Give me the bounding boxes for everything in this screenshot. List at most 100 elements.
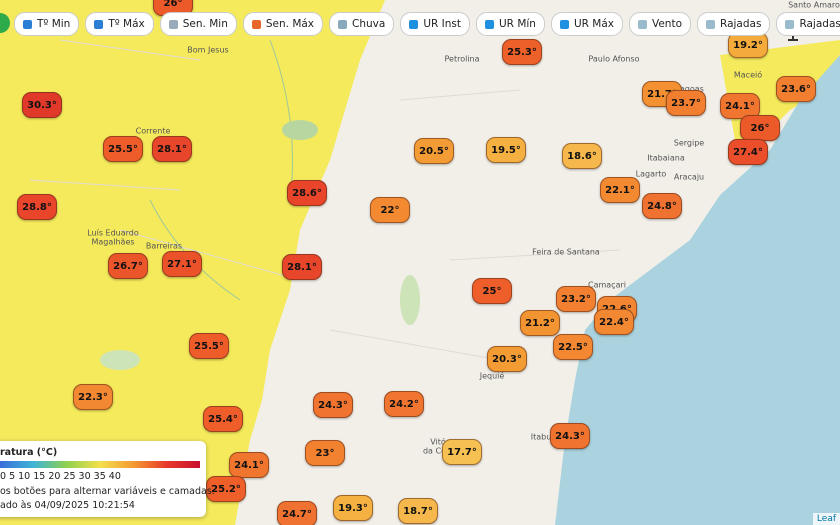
temperature-marker[interactable]: 23.2° — [556, 286, 596, 312]
green-area — [400, 275, 420, 325]
button-label: UR Máx — [573, 18, 614, 30]
button-label: Sen. Máx — [265, 18, 315, 30]
place-label: Barreiras — [145, 241, 183, 251]
scale-labels: 0 5 10 15 20 25 30 35 40 — [0, 471, 121, 482]
place-label: Lagarto — [635, 169, 667, 179]
place-label: Paulo Afonso — [588, 54, 640, 64]
toggle-button[interactable]: Chuva — [329, 12, 395, 36]
place-label: Magalhães — [91, 237, 135, 247]
ocean — [555, 55, 840, 525]
temperature-marker[interactable]: 24.3° — [313, 392, 353, 418]
place-label: Bom Jesus — [187, 45, 229, 55]
temperature-marker[interactable]: 19.3° — [333, 495, 373, 521]
button-label: Rajadas — [720, 18, 762, 30]
temperature-marker[interactable]: 24.8° — [642, 193, 682, 219]
button-icon — [409, 19, 419, 29]
button-label: UR Inst — [423, 18, 461, 30]
temperature-marker[interactable]: 24.1° — [229, 452, 269, 478]
button-icon — [559, 19, 569, 29]
toggle-button[interactable]: Rajadas Max — [776, 12, 840, 36]
toggle-button[interactable]: Tº Máx — [85, 12, 154, 36]
place-label: Aracaju — [673, 172, 705, 182]
temperature-marker[interactable]: 22° — [370, 197, 410, 223]
temperature-marker[interactable]: 25.5° — [189, 333, 229, 359]
temperature-marker[interactable]: 25.4° — [203, 406, 243, 432]
toggle-button[interactable]: Sen. Máx — [242, 12, 324, 36]
updated: ado às 04/09/2025 10:21:54 — [0, 500, 135, 511]
button-label: Rajadas Max — [799, 18, 840, 30]
button-icon — [251, 19, 261, 29]
toggle-button[interactable]: Sen. Min — [159, 12, 237, 36]
legend: ratura (°C) 0 5 10 15 20 25 30 35 40 os … — [0, 441, 215, 517]
button-label: UR Mín — [499, 18, 536, 30]
temperature-marker[interactable]: 24.1° — [720, 93, 760, 119]
hint: os botões para alternar variáveis e cama… — [0, 486, 215, 497]
temperature-marker[interactable]: 23.7° — [666, 90, 706, 116]
temperature-marker[interactable]: 30.3° — [22, 92, 62, 118]
button-label: Chuva — [352, 18, 386, 30]
road — [29, 39, 621, 361]
temperature-marker[interactable]: 24.2° — [384, 391, 424, 417]
temperature-marker[interactable]: 27.4° — [728, 139, 768, 165]
toggle-button[interactable]: UR Inst — [400, 12, 470, 36]
toggle-button[interactable]: UR Mín — [476, 12, 545, 36]
temperature-marker[interactable]: 21.2° — [520, 310, 560, 336]
temperature-marker[interactable]: 20.3° — [487, 346, 527, 372]
temperature-marker[interactable]: 26.7° — [108, 253, 148, 279]
button-icon — [94, 19, 104, 29]
button-label: Tº Máx — [108, 18, 145, 30]
temperature-marker[interactable]: 28.8° — [17, 194, 57, 220]
place-label: Luís Eduardo — [87, 228, 139, 238]
temperature-marker[interactable]: 28.1° — [282, 254, 322, 280]
button-label: Sen. Min — [182, 18, 228, 30]
toggle-button[interactable]: Vento — [628, 12, 692, 36]
attribution: Leaf — [812, 513, 840, 525]
toggle-button[interactable]: Tº Min — [14, 12, 80, 36]
temperature-marker[interactable]: 20.5° — [414, 138, 454, 164]
place-label: Alagoas — [672, 84, 704, 94]
toggle-button[interactable]: UR Máx — [550, 12, 623, 36]
toolbar: Tº Min Tº Máx Sen. Min Sen. Máx Chuva UR Inst… — [0, 8, 840, 40]
legend-title: ratura (°C) — [0, 447, 58, 458]
temperature-marker[interactable]: 24.3° — [550, 423, 590, 449]
place-label: Feira de Santana — [532, 247, 600, 257]
place-label: Vitó — [430, 437, 446, 447]
temperature-marker[interactable]: 18.6° — [562, 143, 602, 169]
button-icon — [338, 19, 348, 29]
temperature-marker[interactable]: 22.5° — [553, 334, 593, 360]
temperature-marker[interactable]: 25.2° — [206, 476, 246, 502]
temperature-marker[interactable]: 19.5° — [486, 137, 526, 163]
temperature-marker[interactable]: 26° — [740, 115, 780, 141]
place-label: Itabaiana — [647, 153, 685, 163]
button-label: Tº Min — [37, 18, 71, 30]
button-label: Vento — [651, 18, 683, 30]
temperature-marker[interactable]: 28.1° — [152, 136, 192, 162]
temperature-marker[interactable]: 22.1° — [600, 177, 640, 203]
button-icon — [23, 19, 32, 29]
temperature-marker[interactable]: 25° — [472, 278, 512, 304]
button-icon — [485, 19, 494, 29]
temperature-marker[interactable]: 17.7° — [442, 439, 482, 465]
green-area — [100, 350, 140, 370]
toggle-button[interactable]: Rajadas — [697, 12, 771, 36]
temperature-marker[interactable]: 25.3° — [502, 39, 542, 65]
place-label: Jequié — [479, 371, 505, 381]
temperature-marker[interactable]: 22.3° — [73, 384, 113, 410]
button-icon — [706, 19, 716, 29]
temperature-marker[interactable]: 22.4° — [594, 309, 634, 335]
temperature-marker[interactable]: 24.7° — [277, 501, 317, 525]
temperature-marker[interactable]: 23° — [305, 440, 345, 466]
place-label: Petrolina — [444, 54, 480, 64]
place-label: da Con — [422, 446, 452, 456]
temperature-marker[interactable]: 27.1° — [162, 251, 202, 277]
place-label: Camaçari — [588, 280, 626, 290]
temperature-marker[interactable]: 28.6° — [287, 180, 327, 206]
button-icon — [785, 19, 795, 29]
temperature-marker[interactable]: 25.5° — [103, 136, 143, 162]
temperature-marker[interactable]: 18.7° — [398, 498, 438, 524]
color-scale — [0, 461, 200, 468]
green-area — [282, 120, 318, 140]
temperature-marker[interactable]: 23.6° — [776, 76, 816, 102]
place-label: Itabu — [530, 432, 552, 442]
